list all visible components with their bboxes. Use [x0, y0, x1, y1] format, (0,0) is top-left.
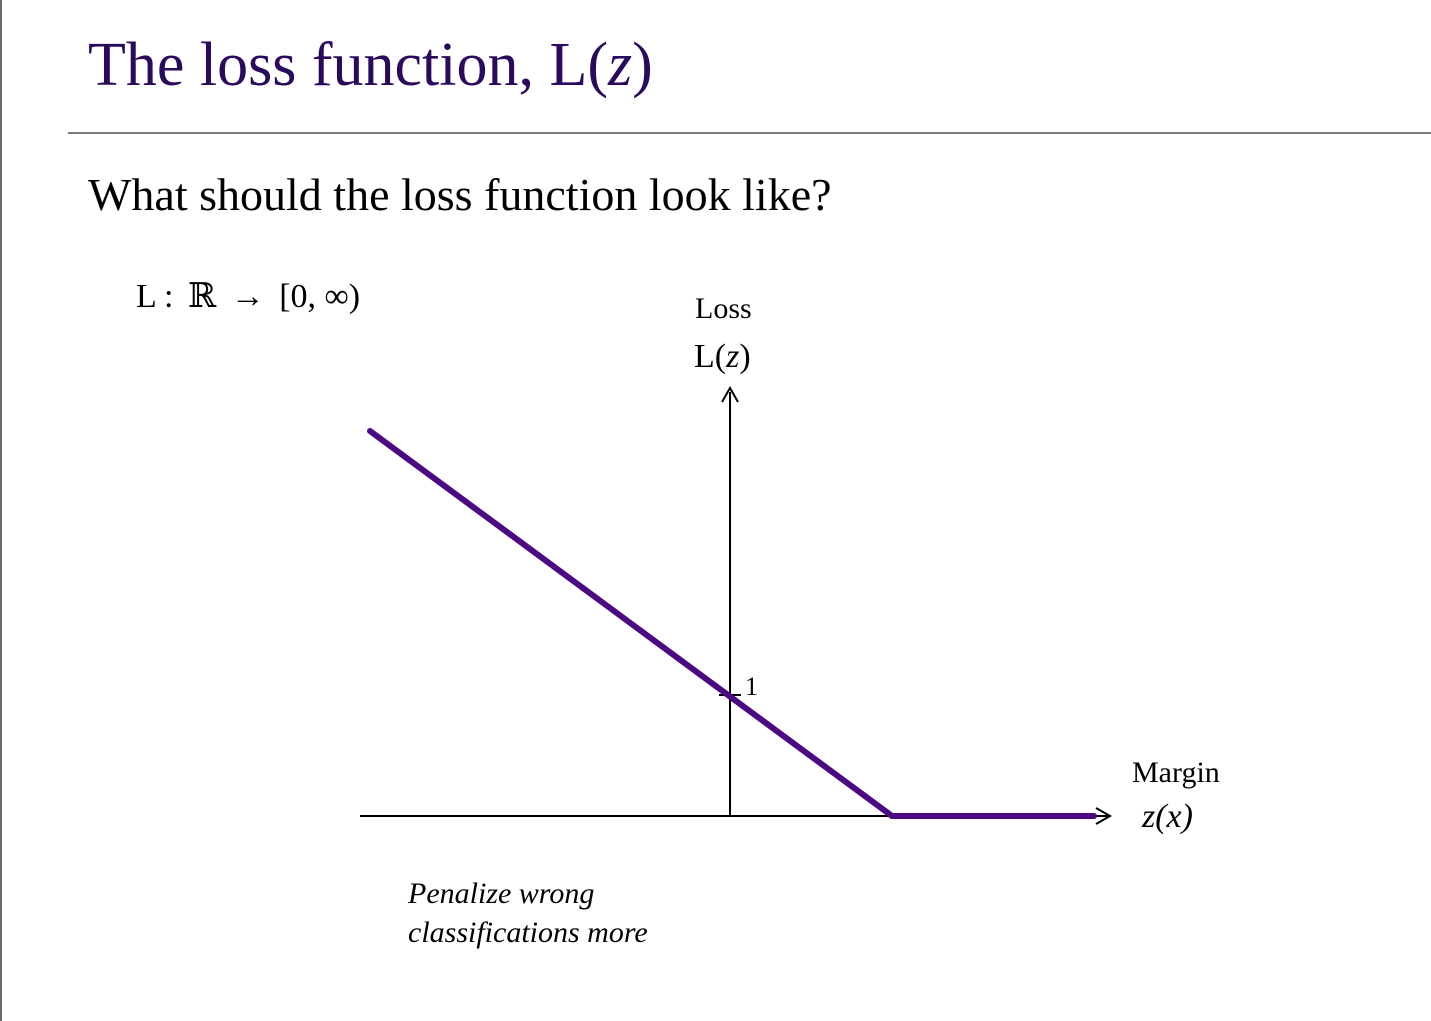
x-axis-arrowhead — [1095, 807, 1113, 825]
signature-codomain: [0, ∞) — [279, 278, 361, 315]
y-tick-label: 1 — [745, 672, 758, 701]
x-axis-label: Margin — [1132, 756, 1220, 789]
slide-question: What should the loss function look like? — [88, 169, 832, 220]
slide-title-variable: z — [608, 31, 633, 99]
y-axis-symbol: L(z) — [694, 340, 751, 374]
y-axis-symbol-prefix: L( — [694, 338, 727, 375]
signature-domain: ℝ — [187, 278, 217, 315]
y-axis-arrowhead — [721, 385, 739, 403]
slide-title-text: The loss function, L( — [88, 31, 609, 99]
signature-name: L : — [136, 278, 174, 315]
y-axis-symbol-suffix: ) — [739, 338, 751, 375]
x-axis-symbol: z(x) — [1142, 798, 1193, 835]
slide-title-close: ) — [632, 31, 653, 99]
slide-left-border — [0, 0, 2, 1021]
y-axis-label: Loss — [695, 292, 752, 325]
annotation-line-1: Penalize wrong — [408, 877, 595, 910]
diagram-annotation: Penalize wrong classifications more — [408, 874, 648, 952]
function-signature: L : ℝ → [0, ∞) — [136, 280, 366, 314]
loss-curve-slope — [367, 428, 895, 819]
y-axis-symbol-var: z — [726, 338, 740, 375]
signature-arrow: → — [230, 278, 265, 315]
annotation-line-2: classifications more — [408, 916, 648, 949]
title-divider — [68, 132, 1431, 134]
slide-title: The loss function, L(z) — [88, 34, 653, 96]
